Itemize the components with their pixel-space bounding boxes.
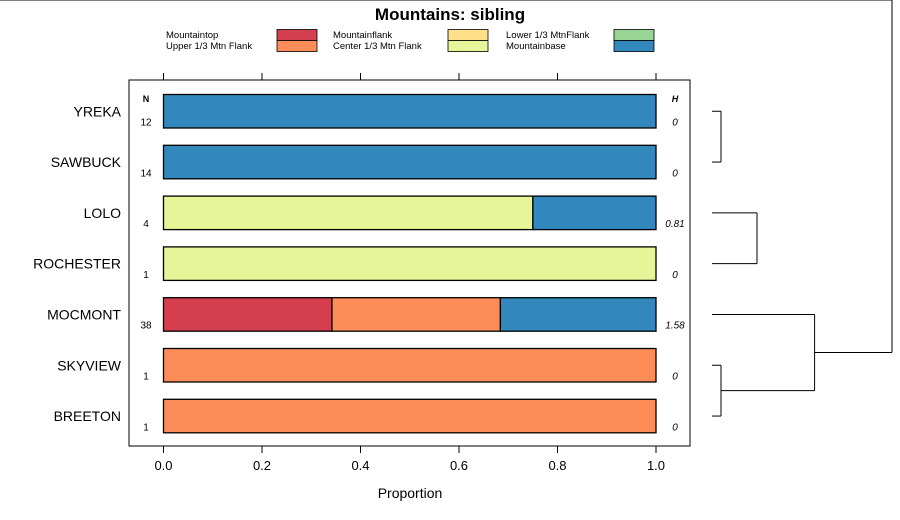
n-value: 1: [143, 372, 149, 383]
bar-segment: [532, 195, 657, 231]
legend-swatch: [447, 29, 489, 41]
h-value: 0: [672, 168, 678, 179]
category-label: SKYVIEW: [57, 357, 122, 373]
bar-segment: [162, 347, 657, 383]
legend-label: Mountainbase: [506, 41, 566, 52]
bar-segment: [162, 144, 657, 180]
bar-segment: [162, 398, 657, 434]
category-label: ROCHESTER: [33, 256, 121, 272]
h-value: 0: [672, 422, 678, 433]
n-value: 1: [143, 270, 149, 281]
legend-swatch: [276, 40, 318, 52]
legend-label: Lower 1/3 MtnFlank: [506, 30, 590, 41]
bar-segment: [162, 297, 333, 332]
n-column-header: N: [143, 94, 150, 104]
h-value: 0.81: [665, 219, 684, 230]
legend-swatch: [613, 29, 655, 41]
h-column-header: H: [672, 94, 679, 104]
x-tick-label: 1.0: [647, 458, 665, 473]
legend-swatch: [276, 29, 318, 41]
bar-segment: [162, 93, 657, 129]
n-value: 38: [140, 321, 152, 332]
x-tick-label: 0.2: [253, 458, 271, 473]
legend-label: Center 1/3 Mtn Flank: [333, 41, 422, 52]
legend-label: Upper 1/3 Mtn Flank: [166, 41, 252, 52]
h-value: 1.58: [665, 321, 685, 332]
n-value: 1: [143, 422, 149, 433]
legend-swatch: [447, 40, 489, 52]
bar-segment: [162, 246, 657, 282]
h-value: 0: [672, 118, 678, 129]
n-value: 4: [143, 219, 149, 230]
bar-segment: [331, 297, 502, 332]
dendrogram: [0, 0, 893, 417]
bar-rows: YREKA 12 0 SAWBUCK 14 0 LOLO 4 0.81 ROCHESTER 1 0 MO…: [33, 93, 685, 434]
h-value: 0: [672, 270, 678, 281]
category-label: LOLO: [84, 205, 121, 221]
category-label: SAWBUCK: [51, 154, 122, 170]
x-tick-label: 0.0: [154, 458, 172, 473]
x-axis-label: Proportion: [378, 485, 443, 501]
x-tick-label: 0.4: [351, 458, 369, 473]
category-label: BREETON: [54, 408, 121, 424]
x-tick-label: 0.6: [450, 458, 468, 473]
chart-title: Mountains: sibling: [375, 5, 525, 24]
plot-frame: [128, 79, 691, 447]
legend-label: Mountainflank: [333, 30, 392, 41]
x-axis: 0.0 0.2 0.4 0.6 0.8 1.0: [154, 73, 665, 473]
legend-label: Mountaintop: [166, 30, 218, 41]
n-value: 14: [140, 168, 152, 179]
category-label: YREKA: [74, 103, 122, 119]
category-label: MOCMONT: [47, 306, 121, 322]
bar-segment: [499, 297, 657, 332]
bar-segment: [162, 195, 534, 231]
h-value: 0: [672, 372, 678, 383]
legend-swatch: [613, 40, 655, 52]
x-tick-label: 0.8: [548, 458, 566, 473]
n-value: 12: [140, 118, 152, 129]
